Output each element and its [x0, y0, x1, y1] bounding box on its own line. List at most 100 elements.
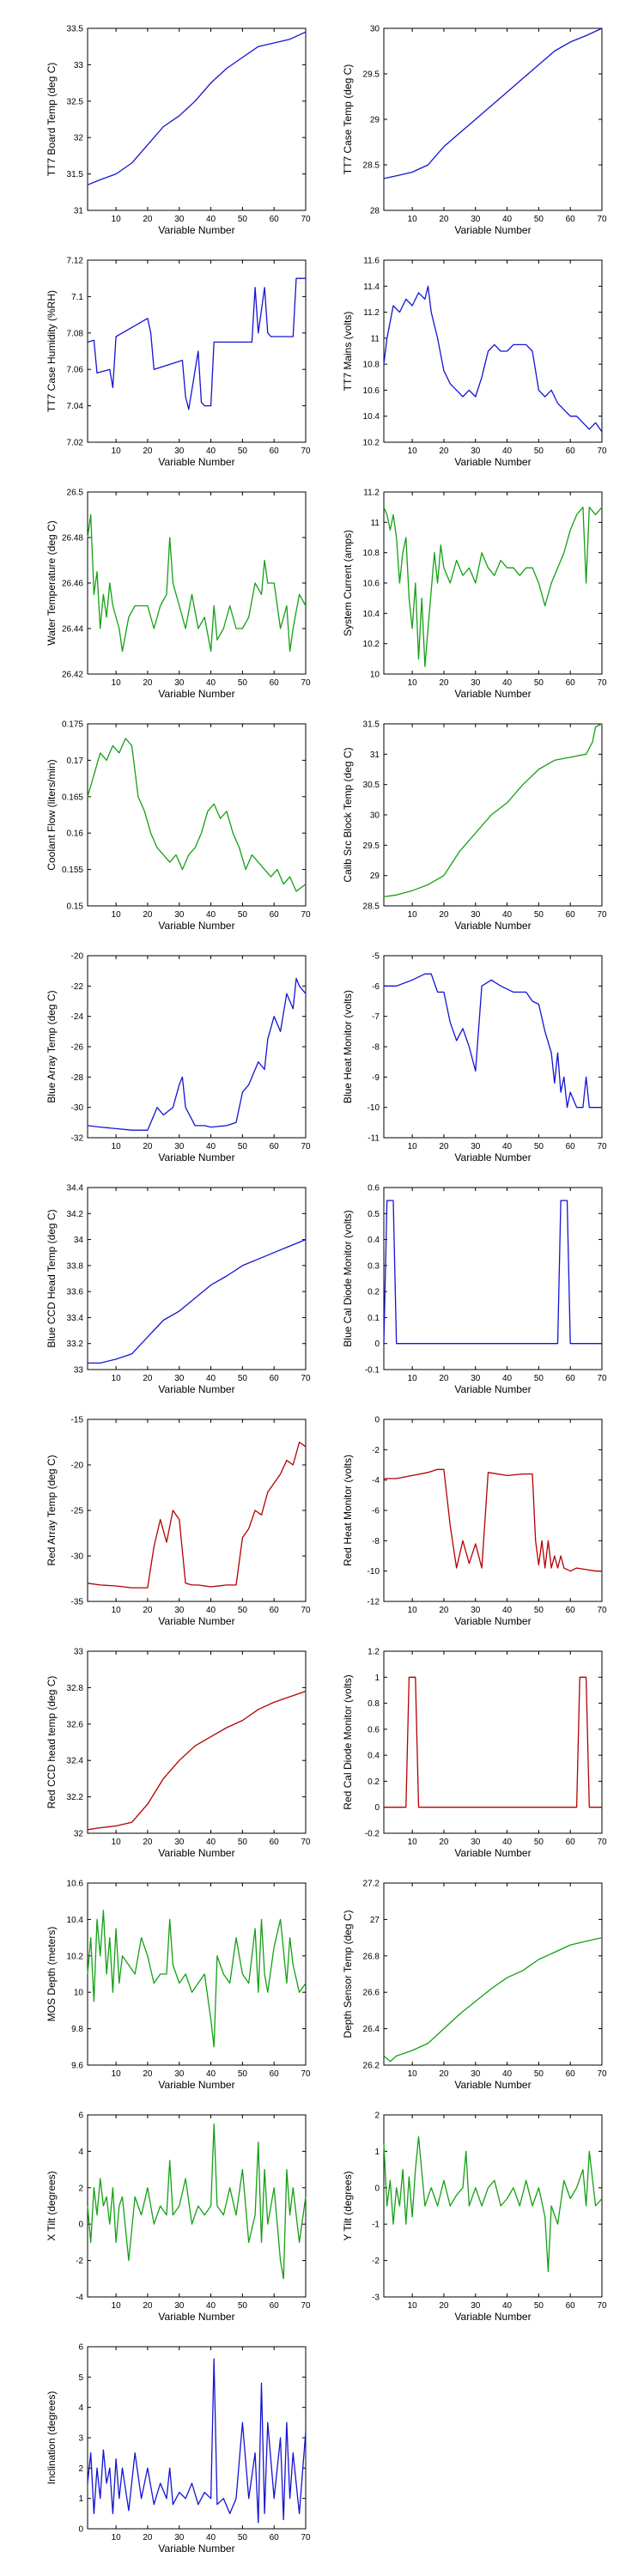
- y-tick-label: -32: [71, 1134, 84, 1144]
- series-line-x-tilt: [87, 2123, 307, 2280]
- x-tick-label: 10: [408, 447, 418, 456]
- y-tick-label: 29.5: [363, 70, 380, 80]
- y-tick-label: 26.48: [62, 534, 83, 544]
- series-line-calib-src-block-temp: [383, 723, 603, 898]
- x-tick-label: 60: [566, 2301, 576, 2311]
- x-tick-label: 50: [534, 910, 544, 920]
- y-tick-label: 2: [374, 2111, 380, 2121]
- y-tick-label: 10.2: [67, 1952, 84, 1961]
- x-tick-label: 40: [502, 1838, 513, 1847]
- x-tick-label: 70: [597, 447, 607, 456]
- series-line-mos-depth: [87, 1910, 307, 2048]
- y-tick-label: 34.4: [67, 1184, 84, 1194]
- y-tick-label: 0: [374, 1416, 380, 1425]
- y-tick-label: 0.3: [368, 1261, 380, 1271]
- x-axis-label: Variable Number: [158, 688, 234, 700]
- plot-frame: [383, 491, 603, 675]
- x-tick-label: 60: [270, 1374, 280, 1383]
- y-axis-label: Y Tilt (degrees): [342, 2171, 354, 2240]
- chart-tt7-mains: 10 20 30 40 50 60 70 10.2 10.4 10.6 10.8 11 11.2 11.4…: [342, 257, 607, 469]
- y-tick-label: 1: [374, 1674, 380, 1683]
- y-axis-label: Blue CCD Head Temp (deg C): [46, 1209, 58, 1347]
- x-tick-label: 40: [206, 910, 216, 920]
- y-axis-label: TT7 Case Temp (deg C): [342, 64, 354, 175]
- y-tick-label: 11.6: [363, 257, 380, 266]
- y-tick-label: 26.2: [363, 2062, 380, 2071]
- x-tick-label: 60: [270, 910, 280, 920]
- x-tick-label: 70: [597, 1374, 607, 1383]
- x-tick-label: 20: [439, 215, 449, 224]
- x-tick-label: 40: [502, 1142, 513, 1151]
- x-tick-label: 50: [534, 2069, 544, 2079]
- x-tick-label: 60: [270, 1838, 280, 1847]
- x-tick-label: 60: [566, 2069, 576, 2079]
- y-tick-label: 33: [74, 61, 84, 70]
- x-tick-label: 30: [174, 1374, 185, 1383]
- x-axis-label: Variable Number: [454, 1615, 531, 1627]
- x-tick-label: 50: [534, 1838, 544, 1847]
- y-tick-label: 0.6: [368, 1184, 380, 1194]
- y-tick-label: 3: [78, 2434, 83, 2444]
- x-tick-label: 30: [174, 2069, 185, 2079]
- plot-frame: [87, 1419, 307, 1602]
- x-tick-label: 30: [471, 1142, 481, 1151]
- y-tick-label: 4: [78, 2148, 83, 2157]
- y-tick-label: 0: [78, 2221, 83, 2230]
- x-tick-label: 40: [502, 1606, 513, 1615]
- y-tick-label: 26.4: [363, 2025, 380, 2034]
- x-tick-label: 20: [143, 2533, 153, 2543]
- x-axis-label: Variable Number: [158, 2079, 234, 2091]
- x-tick-label: 10: [112, 1606, 122, 1615]
- y-axis-label: Depth Sensor Temp (deg C): [342, 1910, 354, 2038]
- y-tick-label: -26: [71, 1043, 84, 1053]
- x-tick-label: 20: [143, 447, 153, 456]
- chart-mos-depth: 10 20 30 40 50 60 70 9.6 9.8 10 10.2 10.4 10.6 Variab…: [46, 1880, 311, 2092]
- y-tick-label: 33: [74, 1366, 84, 1376]
- x-axis-label: Variable Number: [454, 2311, 531, 2323]
- y-tick-label: 26.8: [363, 1952, 380, 1961]
- x-tick-label: 10: [408, 1606, 418, 1615]
- y-tick-label: 27.2: [363, 1880, 380, 1889]
- x-tick-label: 30: [471, 1838, 481, 1847]
- y-tick-label: 10.4: [363, 610, 380, 619]
- x-tick-label: 70: [597, 1838, 607, 1847]
- x-tick-label: 10: [408, 910, 418, 920]
- x-tick-label: 30: [174, 678, 185, 688]
- x-tick-label: 50: [534, 678, 544, 688]
- x-tick-label: 40: [502, 2301, 513, 2311]
- x-tick-label: 70: [301, 2301, 311, 2311]
- y-tick-label: 33.6: [67, 1288, 84, 1297]
- x-tick-label: 20: [143, 1142, 153, 1151]
- y-tick-label: -2: [372, 2257, 380, 2266]
- series-line-red-ccd-head-temp: [87, 1690, 307, 1831]
- y-tick-label: 6: [78, 2343, 83, 2353]
- x-tick-label: 10: [112, 910, 122, 920]
- y-tick-label: 0.175: [62, 720, 83, 730]
- x-tick-label: 20: [143, 678, 153, 688]
- x-tick-label: 70: [597, 215, 607, 224]
- y-tick-label: 33.2: [67, 1340, 84, 1349]
- x-tick-label: 40: [502, 2069, 513, 2079]
- plot-frame: [87, 1882, 307, 2066]
- x-tick-label: 60: [270, 2069, 280, 2079]
- y-tick-label: 0.15: [67, 902, 84, 912]
- y-tick-label: -3: [372, 2293, 380, 2303]
- plot-frame: [383, 955, 603, 1139]
- x-tick-label: 50: [238, 910, 248, 920]
- y-axis-label: Red Cal Diode Monitor (volts): [342, 1674, 354, 1809]
- y-tick-label: -15: [71, 1416, 84, 1425]
- y-axis-label: Red Heat Monitor (volts): [342, 1455, 354, 1566]
- x-tick-label: 10: [408, 1838, 418, 1847]
- y-tick-label: 34: [74, 1236, 84, 1245]
- x-tick-label: 60: [270, 2533, 280, 2543]
- y-tick-label: -8: [372, 1537, 380, 1546]
- y-tick-label: 11: [371, 519, 380, 528]
- y-tick-label: -12: [368, 1598, 380, 1607]
- y-tick-label: 10.8: [363, 549, 380, 558]
- series-line-tt7-mains: [383, 285, 603, 433]
- y-tick-label: 32.4: [67, 1757, 84, 1766]
- x-tick-label: 70: [301, 2533, 311, 2543]
- x-tick-label: 20: [143, 1606, 153, 1615]
- x-tick-label: 40: [206, 1374, 216, 1383]
- x-tick-label: 30: [471, 678, 481, 688]
